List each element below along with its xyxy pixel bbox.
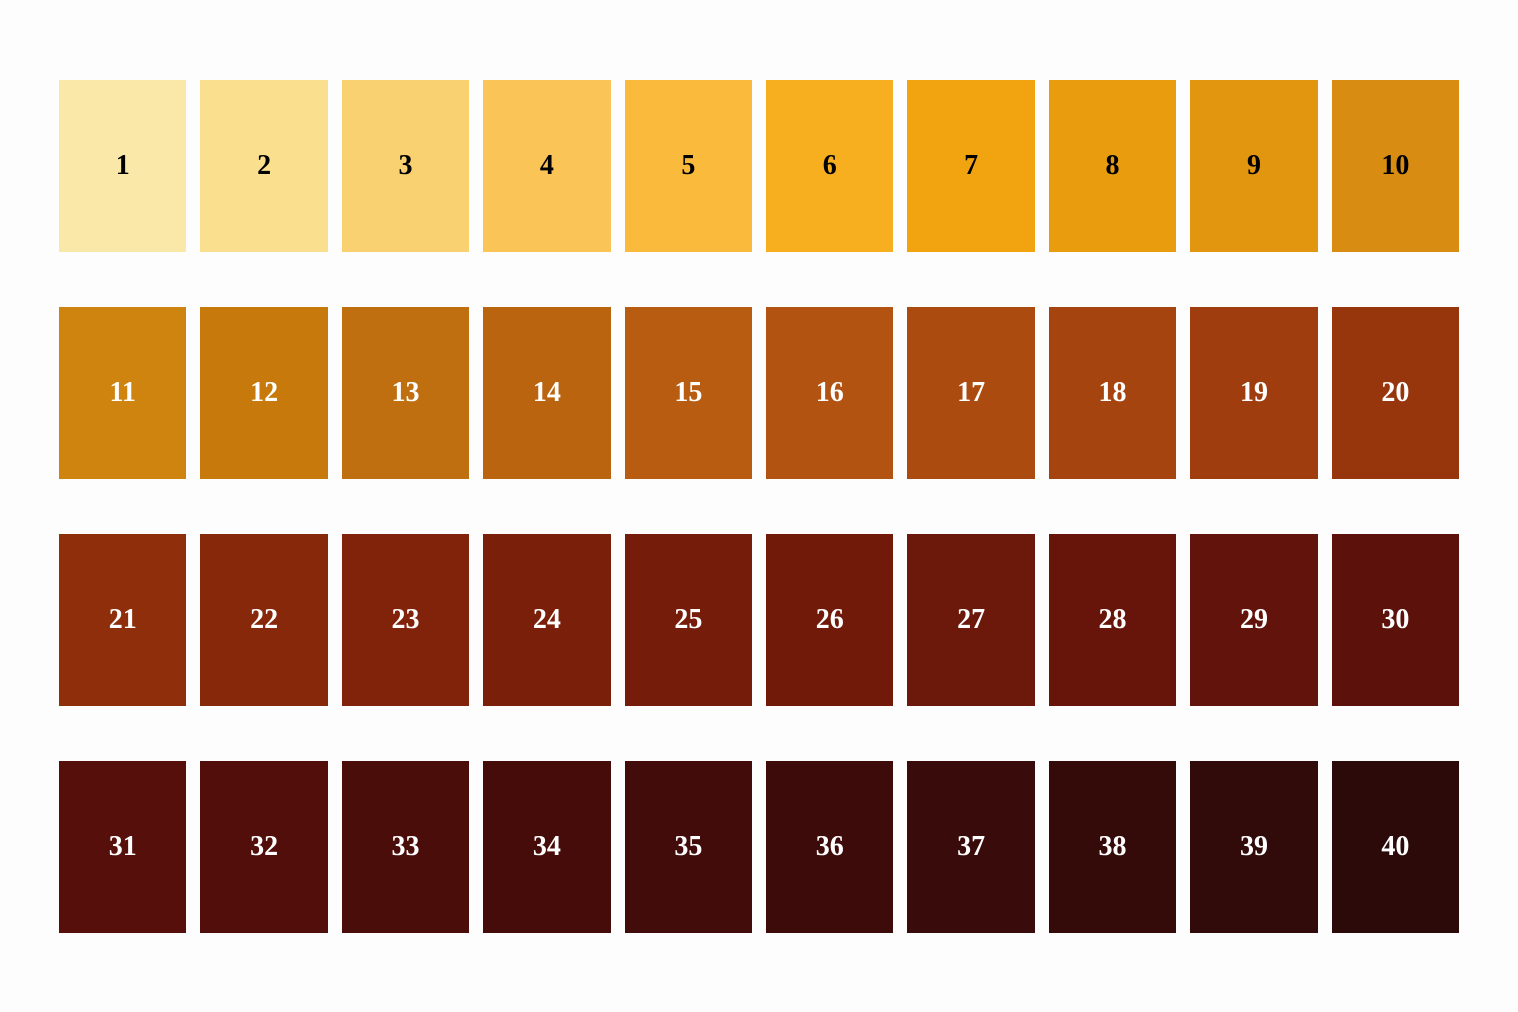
swatch-label: 31 [109,831,137,863]
color-swatch: 32 [200,761,327,933]
swatch-label: 39 [1240,831,1268,863]
swatch-label: 30 [1381,604,1409,636]
swatch-label: 11 [109,377,135,409]
swatch-label: 15 [674,377,702,409]
swatch-row: 31 32 33 34 35 36 37 38 39 40 [59,761,1459,933]
color-swatch: 28 [1049,534,1176,706]
swatch-label: 36 [816,831,844,863]
color-swatch: 17 [907,307,1034,479]
color-swatch: 15 [625,307,752,479]
swatch-row: 1 2 3 4 5 6 7 8 9 10 [59,80,1459,252]
color-swatch: 20 [1332,307,1459,479]
color-swatch: 21 [59,534,186,706]
swatch-label: 28 [1099,604,1127,636]
color-swatch: 16 [766,307,893,479]
swatch-row: 11 12 13 14 15 16 17 18 19 20 [59,307,1459,479]
swatch-label: 32 [250,831,278,863]
color-swatch: 34 [483,761,610,933]
color-swatch: 22 [200,534,327,706]
swatch-label: 19 [1240,377,1268,409]
color-scale-chart: 1234567891011121314151617181920212223242… [29,40,1489,973]
swatch-label: 12 [250,377,278,409]
swatch-label: 4 [540,150,554,182]
swatch-label: 14 [533,377,561,409]
color-swatch: 11 [59,307,186,479]
color-swatch: 39 [1190,761,1317,933]
swatch-label: 16 [816,377,844,409]
color-swatch: 24 [483,534,610,706]
swatch-label: 1 [116,150,130,182]
color-swatch: 8 [1049,80,1176,252]
swatch-label: 2 [257,150,271,182]
color-swatch: 30 [1332,534,1459,706]
color-swatch: 27 [907,534,1034,706]
swatch-label: 8 [1106,150,1120,182]
swatch-label: 38 [1099,831,1127,863]
swatch-label: 27 [957,604,985,636]
color-swatch: 18 [1049,307,1176,479]
swatch-label: 26 [816,604,844,636]
color-swatch: 6 [766,80,893,252]
color-swatch: 23 [342,534,469,706]
color-swatch: 35 [625,761,752,933]
swatch-label: 5 [681,150,695,182]
swatch-label: 3 [399,150,413,182]
color-swatch: 4 [483,80,610,252]
swatch-label: 34 [533,831,561,863]
swatch-label: 29 [1240,604,1268,636]
swatch-label: 23 [392,604,420,636]
swatch-label: 40 [1381,831,1409,863]
color-swatch: 31 [59,761,186,933]
swatch-label: 7 [964,150,978,182]
color-swatch: 10 [1332,80,1459,252]
color-swatch: 7 [907,80,1034,252]
color-swatch: 33 [342,761,469,933]
color-swatch: 19 [1190,307,1317,479]
swatch-label: 18 [1099,377,1127,409]
color-swatch: 37 [907,761,1034,933]
swatch-label: 33 [392,831,420,863]
color-swatch: 14 [483,307,610,479]
swatch-label: 6 [823,150,837,182]
swatch-row: 21 22 23 24 25 26 27 28 29 30 [59,534,1459,706]
color-swatch: 38 [1049,761,1176,933]
swatch-label: 25 [674,604,702,636]
swatch-label: 17 [957,377,985,409]
swatch-label: 35 [674,831,702,863]
color-swatch: 13 [342,307,469,479]
swatch-label: 13 [392,377,420,409]
swatch-label: 21 [109,604,137,636]
swatch-label: 37 [957,831,985,863]
color-swatch: 36 [766,761,893,933]
swatch-label: 22 [250,604,278,636]
color-swatch: 5 [625,80,752,252]
color-swatch: 29 [1190,534,1317,706]
color-swatch: 1 [59,80,186,252]
color-swatch: 26 [766,534,893,706]
color-swatch: 12 [200,307,327,479]
color-swatch: 9 [1190,80,1317,252]
color-swatch: 3 [342,80,469,252]
color-swatch: 40 [1332,761,1459,933]
swatch-label: 24 [533,604,561,636]
swatch-label: 9 [1247,150,1261,182]
color-swatch: 2 [200,80,327,252]
color-swatch: 25 [625,534,752,706]
swatch-label: 10 [1381,150,1409,182]
swatch-label: 20 [1381,377,1409,409]
